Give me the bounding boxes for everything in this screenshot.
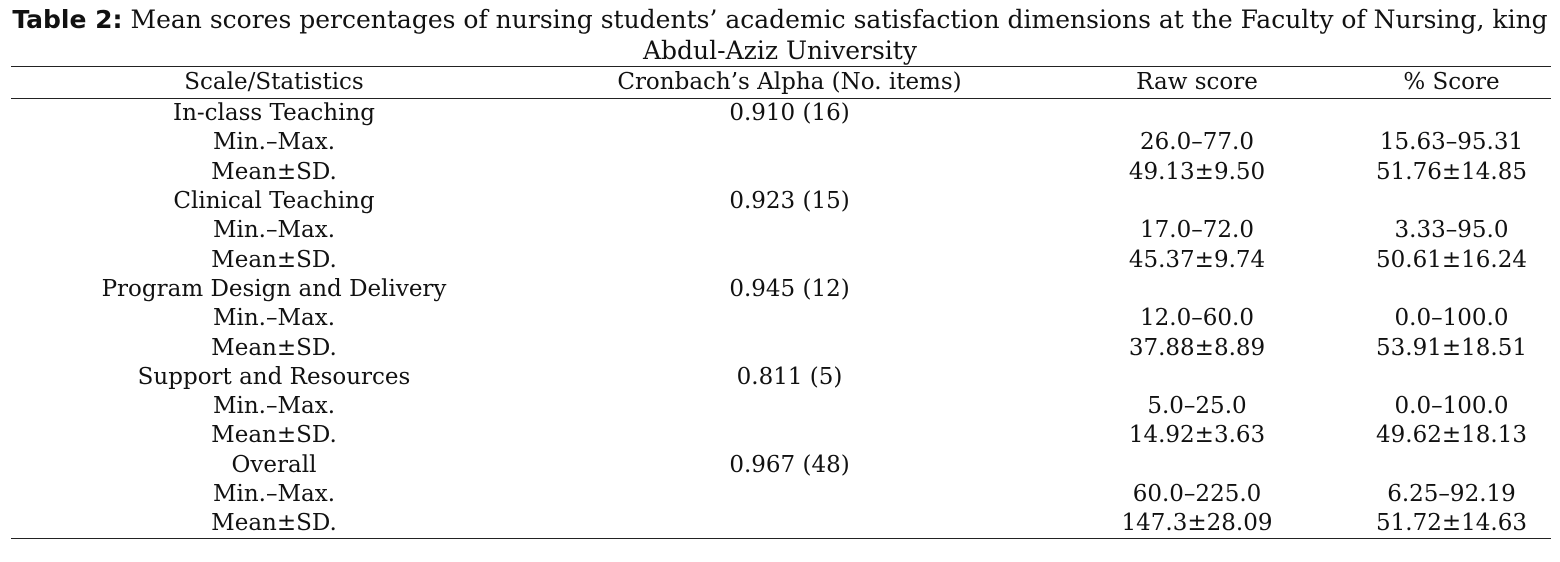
- cell-percent-score: 6.25–92.19: [1387, 481, 1516, 507]
- cell-percent-score: [1352, 363, 1551, 392]
- table-caption: Table 2: Mean scores percentages of nurs…: [0, 4, 1560, 66]
- cell-percent-score: 50.61±16.24: [1376, 246, 1527, 273]
- cell-raw-score: 147.3±28.09: [1042, 509, 1352, 540]
- cell-cronbach-alpha: 0.910 (16): [729, 100, 850, 127]
- cell-raw-score: [1042, 99, 1352, 129]
- cell-raw-score: 14.92±3.63: [1128, 422, 1266, 449]
- cell-scale-statistics: Min.–Max.: [212, 393, 336, 420]
- cell-scale-statistics: Overall: [231, 451, 317, 478]
- table-container: Scale/Statistics Cronbach’s Alpha (No. i…: [11, 66, 1551, 540]
- table-row: Mean±SD. 37.88±8.89 53.91±18.51: [11, 333, 1551, 362]
- header-raw-score: Raw score: [1042, 66, 1352, 99]
- cell-raw-score: [1042, 275, 1352, 304]
- cell-cronbach-alpha: 0.811 (5): [736, 363, 843, 390]
- cell-scale-statistics: Min.–Max.: [212, 481, 336, 507]
- cell-scale-statistics: Program Design and Delivery: [101, 275, 447, 302]
- cell-cronbach-alpha: [537, 304, 1042, 333]
- table-row: Clinical Teaching 0.923 (15): [11, 187, 1551, 216]
- cell-percent-score: [1352, 99, 1551, 129]
- cell-raw-score: 12.0–60.0: [1140, 305, 1254, 332]
- cell-raw-score: 5.0–25.0: [1147, 393, 1247, 420]
- cell-raw-score: [1042, 187, 1352, 216]
- cell-cronbach-alpha: 0.923 (15): [729, 188, 850, 215]
- cell-percent-score: 49.62±18.13: [1376, 422, 1527, 449]
- cell-percent-score: [1352, 451, 1551, 480]
- cell-scale-statistics: Mean±SD.: [11, 509, 537, 540]
- table-row: Min.–Max. 60.0–225.0 6.25–92.19: [11, 480, 1551, 509]
- cell-percent-score: 51.76±14.85: [1376, 158, 1527, 185]
- table-body: In-class Teaching 0.910 (16) Min.–Max. 26.0…: [11, 99, 1551, 540]
- cell-scale-statistics: Mean±SD.: [211, 158, 337, 185]
- cell-percent-score: 51.72±14.63: [1352, 509, 1551, 540]
- cell-raw-score: 17.0–72.0: [1140, 217, 1254, 244]
- cell-raw-score: [1042, 363, 1352, 392]
- table-row: Mean±SD. 14.92±3.63 49.62±18.13: [11, 421, 1551, 450]
- cell-scale-statistics: In-class Teaching: [172, 100, 375, 127]
- cell-scale-statistics: Mean±SD.: [211, 334, 337, 361]
- cell-raw-score: [1042, 451, 1352, 480]
- header-cronbach-alpha: Cronbach’s Alpha (No. items): [537, 66, 1042, 99]
- caption-label: Table 2:: [12, 5, 123, 34]
- cell-cronbach-alpha: [537, 245, 1042, 274]
- cell-cronbach-alpha: [537, 509, 1042, 540]
- cell-cronbach-alpha: [537, 158, 1042, 187]
- cell-percent-score: 0.0–100.0: [1394, 305, 1509, 332]
- cell-percent-score: 0.0–100.0: [1394, 393, 1509, 420]
- cell-raw-score: 26.0–77.0: [1140, 129, 1254, 156]
- caption-text-line2: Abdul-Aziz University: [643, 36, 917, 65]
- cell-raw-score: 45.37±9.74: [1128, 246, 1266, 273]
- table-row: Min.–Max. 5.0–25.0 0.0–100.0: [11, 392, 1551, 421]
- cell-scale-statistics: Support and Resources: [137, 363, 411, 390]
- cell-scale-statistics: Mean±SD.: [211, 246, 337, 273]
- table-row: Mean±SD. 147.3±28.09 51.72±14.63: [11, 509, 1551, 540]
- header-percent-score: % Score: [1352, 66, 1551, 99]
- cell-percent-score: 53.91±18.51: [1376, 334, 1527, 361]
- cell-percent-score: 3.33–95.0: [1394, 217, 1509, 244]
- cell-scale-statistics: Min.–Max.: [212, 305, 336, 332]
- table-row: Program Design and Delivery 0.945 (12): [11, 275, 1551, 304]
- cell-cronbach-alpha: [537, 392, 1042, 421]
- table-row: Min.–Max. 17.0–72.0 3.33–95.0: [11, 216, 1551, 245]
- cell-raw-score: 49.13±9.50: [1128, 158, 1266, 185]
- header-row: Scale/Statistics Cronbach’s Alpha (No. i…: [11, 66, 1551, 99]
- cell-raw-score: 37.88±8.89: [1128, 334, 1266, 361]
- caption-text: Mean scores percentages of nursing stude…: [122, 5, 1548, 34]
- cell-cronbach-alpha: 0.967 (48): [729, 451, 850, 478]
- cell-cronbach-alpha: [537, 480, 1042, 509]
- cell-cronbach-alpha: [537, 333, 1042, 362]
- cell-cronbach-alpha: [537, 421, 1042, 450]
- table-row: Overall 0.967 (48): [11, 451, 1551, 480]
- table-row: In-class Teaching 0.910 (16): [11, 99, 1551, 129]
- table-row: Min.–Max. 12.0–60.0 0.0–100.0: [11, 304, 1551, 333]
- cell-cronbach-alpha: 0.945 (12): [729, 275, 850, 302]
- cell-percent-score: 15.63–95.31: [1379, 129, 1524, 156]
- cell-raw-score: 60.0–225.0: [1132, 481, 1262, 507]
- table-header: Scale/Statistics Cronbach’s Alpha (No. i…: [11, 66, 1551, 99]
- cell-cronbach-alpha: [537, 128, 1042, 157]
- cell-scale-statistics: Min.–Max.: [212, 217, 336, 244]
- table-row: Mean±SD. 45.37±9.74 50.61±16.24: [11, 245, 1551, 274]
- cell-percent-score: [1352, 187, 1551, 216]
- cell-cronbach-alpha: [537, 216, 1042, 245]
- satisfaction-table: Scale/Statistics Cronbach’s Alpha (No. i…: [11, 66, 1551, 540]
- table-row: Support and Resources 0.811 (5): [11, 363, 1551, 392]
- table-row: Mean±SD. 49.13±9.50 51.76±14.85: [11, 158, 1551, 187]
- table-row: Min.–Max. 26.0–77.0 15.63–95.31: [11, 128, 1551, 157]
- header-scale-statistics: Scale/Statistics: [11, 66, 537, 99]
- cell-scale-statistics: Min.–Max.: [212, 129, 336, 156]
- cell-scale-statistics: Clinical Teaching: [173, 188, 375, 215]
- cell-scale-statistics: Mean±SD.: [211, 422, 337, 449]
- cell-percent-score: [1352, 275, 1551, 304]
